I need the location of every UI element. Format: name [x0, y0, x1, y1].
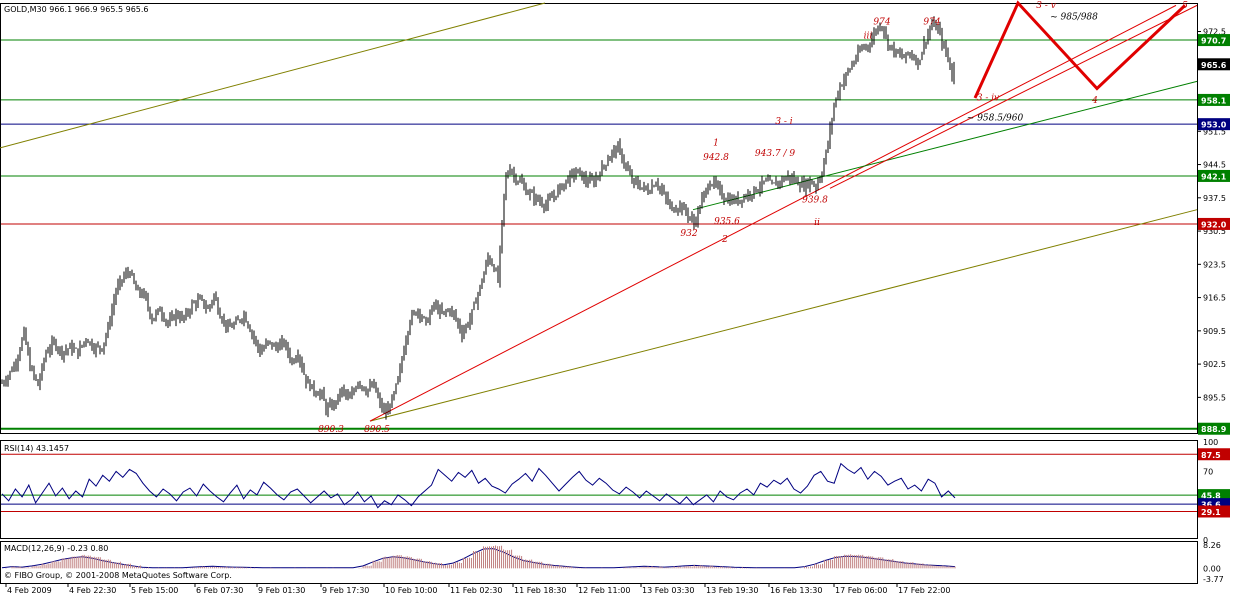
x-tick-label: 16 Feb 13:30: [770, 586, 822, 595]
annotation-wave: 4: [1091, 96, 1098, 106]
annotation-price: 974: [923, 17, 940, 27]
price-y-tick-label: 895.5: [1203, 393, 1226, 402]
rsi-level-87.5-tag-label: 87.5: [1201, 451, 1221, 460]
annotation-price: 974: [873, 17, 890, 27]
rsi-level-45.8-tag-label: 45.8: [1201, 492, 1221, 501]
rsi-level-29.1-tag: [1198, 505, 1230, 518]
rsi-level-45.8-tag: [1198, 489, 1230, 502]
level-932.0-tag-label: 932.0: [1201, 220, 1227, 229]
price-y-tick-label: 902.5: [1203, 360, 1226, 369]
annotation-price: 943.7 / 9: [755, 149, 796, 159]
level-888.9-tag-label: 888.9: [1201, 425, 1227, 434]
price-y-tick-label: 937.5: [1203, 194, 1226, 203]
price-y-tick-label: 923.5: [1203, 260, 1226, 269]
level-958.1-tag: [1198, 93, 1230, 106]
annotation-price: 935.6: [714, 217, 740, 227]
price-y-tick-label: 951.5: [1203, 127, 1226, 136]
rsi-panel-frame: [0, 440, 1198, 539]
level-970.7-tag: [1198, 34, 1230, 47]
rsi-level-87.5-tag: [1198, 448, 1230, 461]
trend-line-green: [692, 80, 1198, 211]
x-tick-label: 4 Feb 2009: [7, 586, 52, 595]
macd-signal-line: [1, 548, 956, 569]
annotation-wave: 3 - v: [1036, 1, 1056, 11]
price-y-tick-label: 972.5: [1203, 28, 1226, 37]
price-panel-frame: [0, 3, 1198, 434]
trend-line-olive: [369, 209, 1198, 422]
price-y-tick-label: 930.5: [1203, 227, 1226, 236]
annotation-wave: 2: [721, 235, 728, 245]
annotation-wave: iii: [864, 32, 873, 42]
macd-panel-title: MACD(12,26,9) -0.23 0.80: [4, 544, 108, 553]
level-965.6-tag: [1198, 58, 1230, 71]
macd-y-tick-label: -3.77: [1203, 575, 1224, 584]
x-tick-label: 11 Feb 18:30: [514, 586, 566, 595]
trend-line-olive: [0, 2, 546, 149]
annotation-price: 890.3: [318, 425, 344, 435]
macd-panel-frame: [0, 541, 1198, 584]
level-942.1-tag-label: 942.1: [1201, 172, 1227, 181]
annotation-price: 932: [680, 229, 697, 239]
x-tick-label: 5 Feb 15:00: [131, 586, 178, 595]
macd-y-tick-label: 8.26: [1203, 541, 1221, 550]
rsi-level-29.1-tag-label: 29.1: [1201, 508, 1221, 517]
trend-line-red: [369, 4, 1177, 422]
x-tick-label: 17 Feb 22:00: [898, 586, 950, 595]
level-953.0-tag: [1198, 118, 1230, 131]
x-tick-label: 10 Feb 10:00: [385, 586, 437, 595]
rsi-level-36.6-tag-label: 36.6: [1201, 501, 1221, 510]
x-tick-label: 13 Feb 19:30: [706, 586, 758, 595]
rsi-line: [1, 462, 956, 509]
price-y-tick-label: 909.5: [1203, 327, 1226, 336]
rsi-y-tick-label: 0: [1203, 536, 1208, 545]
x-tick-label: 9 Feb 17:30: [322, 586, 369, 595]
x-tick-label: 11 Feb 02:30: [450, 586, 502, 595]
x-tick-label: 6 Feb 07:30: [196, 586, 243, 595]
x-tick-label: 17 Feb 06:00: [835, 586, 887, 595]
x-tick-label: 13 Feb 03:30: [642, 586, 694, 595]
annotation-wave: 1: [713, 139, 719, 149]
copyright-text: © FIBO Group, © 2001-2008 MetaQuotes Sof…: [4, 571, 232, 580]
level-953.0-tag-label: 953.0: [1201, 121, 1227, 130]
wave-projection-path: [973, 0, 1187, 99]
level-942.1-tag: [1198, 169, 1230, 182]
annotation-wave: ii: [814, 218, 820, 228]
annotation-note: ~ 985/988: [1050, 13, 1098, 23]
x-tick-label: 12 Feb 11:00: [578, 586, 630, 595]
level-970.7-tag-label: 970.7: [1201, 37, 1226, 46]
annotation-wave: 5: [1182, 1, 1188, 11]
annotation-wave: 3 - i: [775, 117, 792, 127]
level-965.6-tag-label: 965.6: [1201, 61, 1227, 70]
rsi-y-tick-label: 100: [1203, 438, 1218, 447]
level-932.0-tag: [1198, 217, 1230, 230]
annotation-price: 939.8: [802, 196, 828, 206]
annotation-price: 942.8: [703, 153, 729, 163]
level-888.9-tag: [1198, 422, 1230, 435]
annotation-wave: 3 - iv: [977, 93, 999, 103]
price-y-tick-label: 916.5: [1203, 294, 1226, 303]
x-tick-label: 9 Feb 01:30: [258, 586, 305, 595]
level-958.1-tag-label: 958.1: [1201, 96, 1227, 105]
rsi-panel-title: RSI(14) 43.1457: [4, 444, 69, 453]
annotation-price: 890.5: [364, 425, 390, 435]
price-y-tick-label: 944.5: [1203, 161, 1226, 170]
annotation-note: ~ 958.5/960: [967, 113, 1024, 123]
macd-y-tick-label: 0.00: [1203, 564, 1221, 573]
x-tick-label: 4 Feb 22:30: [69, 586, 116, 595]
price-panel-title: GOLD,M30 966.1 966.9 965.5 965.6: [4, 5, 149, 14]
rsi-y-tick-label: 70: [1203, 467, 1213, 476]
trend-line-red_dashed: [829, 4, 1198, 189]
